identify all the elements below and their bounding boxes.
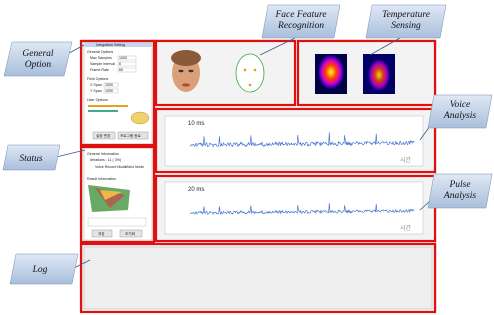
screen: Integration Setting General Options Max … [0, 0, 494, 315]
button-label[interactable]: 저장 [98, 231, 105, 236]
section-header: General Options [87, 50, 113, 54]
field-value[interactable]: 6 [119, 62, 121, 66]
callout-label: Log [32, 265, 48, 275]
graph-label: 10 ms [188, 121, 204, 127]
field-value[interactable]: 1000 [119, 56, 127, 60]
button-label[interactable]: 초기화 [125, 231, 136, 236]
section-header: User Options [87, 98, 108, 102]
log-area [84, 247, 432, 309]
radio-label[interactable]: Voice Record Mode [95, 165, 126, 169]
section-header: General Information [87, 152, 119, 156]
button-label[interactable]: 프로그램 종료 [120, 133, 142, 138]
field-label: Sample Interval [90, 62, 115, 66]
field-label: Y Span [90, 89, 102, 93]
field-label: X Span [90, 83, 102, 87]
radio-label[interactable]: Video Mode [125, 165, 144, 169]
pulse-graph: 20 ms 시간 [165, 182, 423, 234]
status-panel: General Information Iterations : 11 ( 3%… [84, 148, 152, 240]
status-text: Iterations : 11 ( 3%) [90, 158, 121, 162]
axis-label: 시간 [400, 156, 412, 164]
options-panel: Integration Setting General Options Max … [84, 42, 152, 144]
field-value[interactable]: 60 [119, 68, 123, 72]
field-label: Frame Rate [90, 68, 109, 72]
field-label: Max Samples [90, 56, 112, 60]
section-header: Result Information [87, 177, 116, 181]
field-value[interactable]: 1000 [105, 83, 113, 87]
section-header: Field Options [87, 77, 108, 81]
axis-label: 시간 [400, 224, 412, 232]
field-value[interactable]: 1000 [105, 89, 113, 93]
button-label[interactable]: 설정 변경 [96, 133, 110, 138]
window-title: Integration Setting [96, 43, 125, 47]
voice-graph: 10 ms 시간 [165, 116, 423, 166]
graph-label: 20 ms [188, 187, 204, 193]
callout-label: Status [19, 154, 43, 164]
